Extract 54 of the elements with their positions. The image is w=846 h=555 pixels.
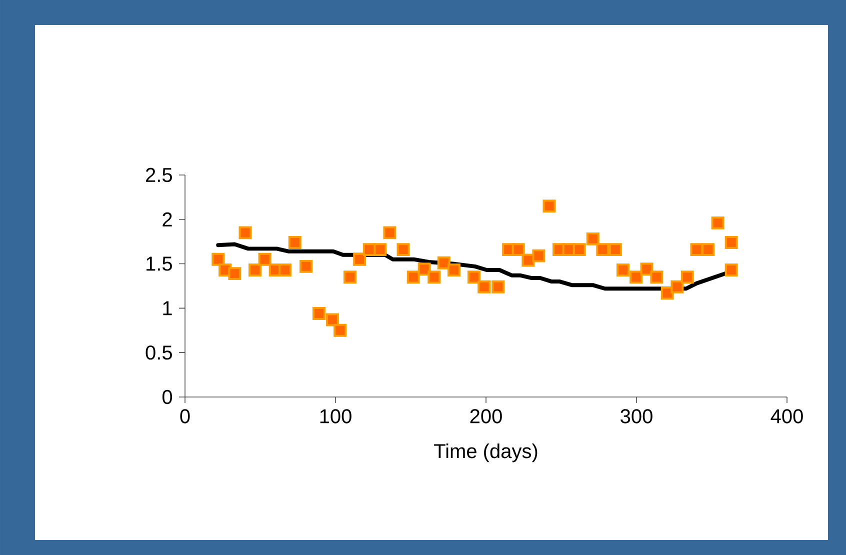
x-tick-label: 200 [470,409,502,424]
y-tick-label: 0 [162,390,172,404]
y-tick-label: 0.5 [146,346,172,360]
x-tick-label: 100 [320,409,352,424]
point [478,280,491,294]
point [396,243,410,256]
point [640,262,654,276]
point [238,226,252,240]
point [542,200,556,213]
point [586,232,600,246]
y-tick-label: 2.5 [146,168,172,182]
point [467,270,480,284]
point [512,243,525,256]
point [418,262,431,276]
point [532,249,546,262]
point [608,243,622,256]
point [702,243,714,256]
point [680,270,694,284]
y-tick-label: 1 [163,301,172,316]
point [428,270,441,284]
point [312,307,326,320]
point [650,270,664,284]
point [278,264,292,276]
point [572,243,586,256]
point [374,243,387,256]
point [353,252,366,266]
point [670,280,684,294]
point [492,280,505,294]
x-axis-title: Time (days) [434,444,538,462]
x-tick-label: 400 [770,409,803,424]
point [343,270,356,284]
y-tick-label: 2 [162,212,172,226]
point [690,243,704,256]
point [212,252,225,266]
x-tick-label: 0 [180,409,190,424]
point [258,252,272,266]
x-tick-label: 300 [620,409,652,424]
point [447,264,460,276]
point [300,260,312,273]
point [288,236,302,249]
point [630,270,643,284]
point [383,226,396,240]
point [326,313,339,326]
y-tick-label: 1.5 [146,256,172,271]
point [724,264,738,276]
point [248,264,262,276]
point [724,236,738,249]
point [711,216,724,230]
point [406,270,420,284]
point [228,267,242,280]
point [334,324,346,337]
point [596,243,610,256]
point [437,256,450,270]
point [616,264,630,276]
